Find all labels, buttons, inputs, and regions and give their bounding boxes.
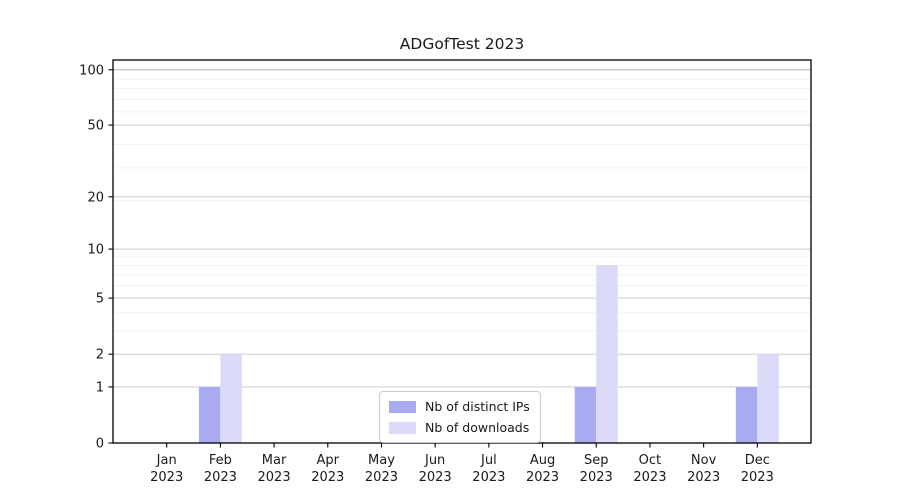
x-tick-label-month: Dec	[745, 453, 770, 468]
bar-nb-of-distinct-ips-feb-2023	[198, 386, 221, 443]
legend-swatch-downloads	[389, 421, 416, 434]
bar-nb-of-downloads-feb-2023	[220, 354, 242, 443]
x-tick-label-month: Feb	[209, 453, 232, 468]
x-tick-label-month: Aug	[530, 453, 555, 468]
x-tick-label-year: 2023	[580, 470, 613, 485]
plot-frame	[112, 59, 812, 444]
x-tick-label-month: Oct	[639, 453, 661, 468]
y-tick-label: 10	[87, 243, 104, 258]
legend-label-downloads: Nb of downloads	[425, 420, 530, 435]
bar-nb-of-downloads-sep-2023	[596, 265, 618, 443]
x-tick-label-year: 2023	[419, 470, 452, 485]
x-tick-label-year: 2023	[472, 470, 505, 485]
y-tick-label: 20	[87, 190, 104, 205]
legend-item-distinct-ips: Nb of distinct IPs	[389, 398, 530, 415]
bar-nb-of-distinct-ips-dec-2023	[735, 386, 758, 443]
y-tick-label: 5	[96, 292, 104, 307]
x-tick-label-month: Jan	[156, 453, 177, 468]
bar-nb-of-distinct-ips-sep-2023	[574, 386, 597, 443]
x-tick-label-month: Jun	[424, 453, 445, 468]
legend-item-downloads: Nb of downloads	[389, 419, 530, 436]
x-tick-label-month: Nov	[691, 453, 717, 468]
x-tick-label-year: 2023	[258, 470, 291, 485]
x-tick-label-month: Apr	[317, 453, 340, 468]
x-tick-label-year: 2023	[526, 470, 559, 485]
x-tick-label-year: 2023	[311, 470, 344, 485]
legend: Nb of distinct IPs Nb of downloads	[379, 391, 541, 443]
y-tick-label: 100	[79, 63, 104, 78]
x-tick-label-month: Sep	[584, 453, 609, 468]
y-tick-label: 0	[96, 437, 104, 452]
x-tick-label-year: 2023	[204, 470, 237, 485]
legend-swatch-distinct-ips	[389, 400, 416, 413]
x-tick-label-month: May	[368, 453, 395, 468]
x-tick-label-month: Mar	[262, 453, 287, 468]
x-tick-label-year: 2023	[365, 470, 398, 485]
x-tick-label-month: Jul	[480, 453, 497, 468]
x-tick-label-year: 2023	[741, 470, 774, 485]
legend-label-distinct-ips: Nb of distinct IPs	[425, 399, 530, 414]
y-tick-label: 50	[87, 119, 104, 134]
chart-title: ADGofTest 2023	[399, 35, 525, 53]
x-tick-label-year: 2023	[687, 470, 720, 485]
y-tick-label: 2	[96, 348, 104, 363]
x-tick-label-year: 2023	[150, 470, 183, 485]
x-tick-label-year: 2023	[633, 470, 666, 485]
bar-nb-of-downloads-dec-2023	[757, 354, 779, 443]
y-tick-label: 1	[96, 380, 104, 395]
